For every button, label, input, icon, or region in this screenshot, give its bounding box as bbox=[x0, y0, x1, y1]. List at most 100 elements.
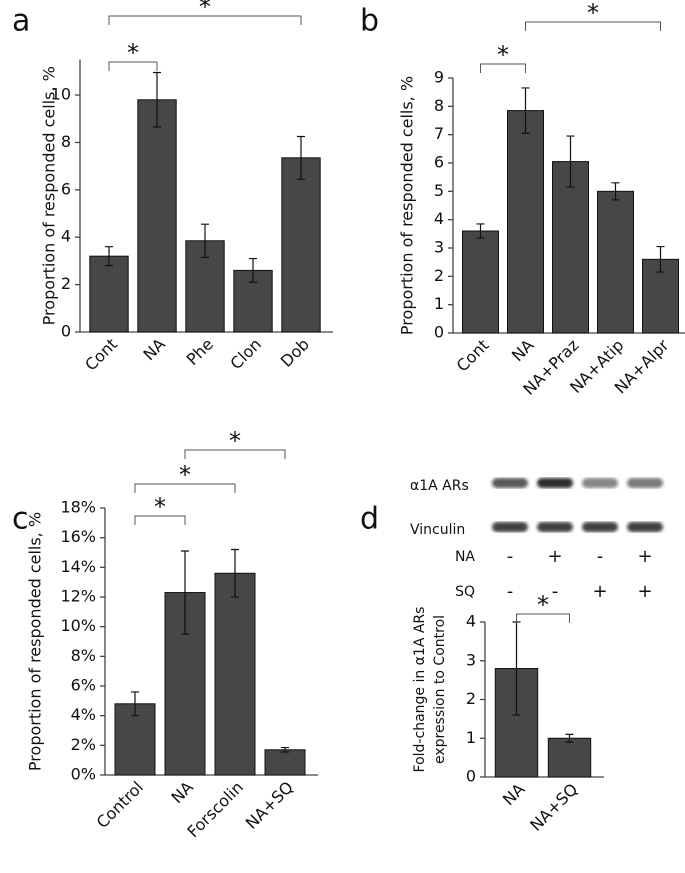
y-tick-label: 1 bbox=[466, 728, 476, 747]
error-bar bbox=[231, 548, 239, 598]
significance-star: * bbox=[497, 41, 509, 69]
y-tick-label: 3 bbox=[434, 238, 444, 257]
x-tick-label: Cont bbox=[81, 335, 121, 375]
y-tick-label: 14% bbox=[60, 557, 96, 576]
bar bbox=[547, 737, 592, 778]
y-tick-label: 2% bbox=[71, 735, 96, 754]
bar bbox=[462, 230, 499, 334]
x-tick-label: NA bbox=[499, 780, 529, 810]
error-bar bbox=[476, 223, 485, 239]
y-tick-label: 4 bbox=[434, 209, 444, 228]
significance-star: * bbox=[179, 461, 191, 489]
bar bbox=[89, 255, 129, 333]
y-tick-label: 2 bbox=[466, 689, 476, 708]
y-tick-label: 4 bbox=[466, 612, 476, 631]
blot-band bbox=[537, 522, 573, 532]
y-tick-label: 2 bbox=[434, 266, 444, 285]
error-bar bbox=[656, 245, 665, 273]
y-tick-label: 0 bbox=[434, 323, 444, 342]
error-bar bbox=[249, 257, 257, 283]
y-tick-label: 10 bbox=[51, 85, 71, 104]
y-axis-label: expression to Control bbox=[432, 615, 448, 764]
panel-label: a bbox=[12, 4, 30, 39]
x-tick-label: NA bbox=[508, 336, 538, 366]
x-tick-label: Clon bbox=[226, 335, 265, 374]
significance-star: * bbox=[154, 493, 166, 521]
y-tick-label: 0 bbox=[466, 767, 476, 786]
error-bar bbox=[566, 135, 575, 188]
treatment-sign: - bbox=[552, 581, 559, 602]
significance-bracket bbox=[480, 63, 526, 73]
y-tick-label: 6 bbox=[434, 153, 444, 172]
y-tick-label: 8 bbox=[434, 96, 444, 115]
x-tick-label: Dob bbox=[277, 335, 313, 371]
y-tick-label: 12% bbox=[60, 587, 96, 606]
y-tick-label: 0% bbox=[71, 765, 96, 784]
bar bbox=[137, 99, 177, 333]
treatment-sign: - bbox=[507, 546, 514, 567]
treatment-sign: + bbox=[637, 581, 652, 602]
blot-row-label: Vinculin bbox=[410, 522, 465, 538]
treatment-sign: + bbox=[637, 546, 652, 567]
treatment-label: SQ bbox=[455, 584, 475, 600]
error-bar bbox=[131, 691, 139, 717]
bar bbox=[281, 157, 321, 333]
y-tick-label: 10% bbox=[60, 616, 96, 635]
treatment-sign: + bbox=[547, 546, 562, 567]
y-tick-label: 9 bbox=[434, 68, 444, 87]
significance-star: * bbox=[229, 427, 241, 455]
x-tick-label: NA bbox=[139, 335, 169, 365]
y-axis-label: Proportion of responded cells, % bbox=[398, 76, 417, 335]
blot-band bbox=[627, 478, 663, 488]
blot-band bbox=[492, 522, 528, 532]
y-tick-label: 6 bbox=[61, 179, 71, 198]
y-axis-label: Proportion of responded cells, % bbox=[26, 512, 45, 771]
significance-star: * bbox=[537, 591, 549, 619]
error-bar bbox=[521, 87, 530, 134]
x-tick-label: Phe bbox=[183, 335, 217, 369]
y-tick-label: 5 bbox=[434, 181, 444, 200]
x-tick-label: NA+SQ bbox=[526, 780, 581, 835]
significance-bracket bbox=[108, 15, 302, 25]
bar bbox=[214, 572, 256, 776]
x-tick-label: Control bbox=[93, 778, 147, 832]
y-axis-label: Fold-change in α1A ARs bbox=[412, 607, 428, 773]
significance-bracket bbox=[184, 449, 286, 459]
panel-label: d bbox=[360, 502, 379, 537]
error-bar bbox=[153, 71, 161, 128]
y-tick-label: 3 bbox=[466, 650, 476, 669]
treatment-sign: - bbox=[597, 546, 604, 567]
blot-band bbox=[582, 522, 618, 532]
y-tick-label: 8% bbox=[71, 646, 96, 665]
bar bbox=[552, 161, 589, 334]
blot-band bbox=[627, 522, 663, 532]
y-tick-label: 6% bbox=[71, 676, 96, 695]
error-bar bbox=[281, 746, 289, 753]
error-bar bbox=[105, 246, 113, 267]
bar bbox=[264, 749, 306, 776]
y-tick-label: 0 bbox=[61, 322, 71, 341]
blot-band bbox=[537, 478, 573, 488]
panel-label: c bbox=[12, 502, 29, 537]
blot-band bbox=[582, 478, 618, 488]
error-bar bbox=[201, 223, 209, 258]
y-tick-label: 8 bbox=[61, 132, 71, 151]
error-bar bbox=[181, 550, 189, 635]
x-tick-label: NA+SQ bbox=[242, 778, 297, 833]
blot-band bbox=[492, 478, 528, 488]
panel-label: b bbox=[360, 4, 379, 39]
bar bbox=[597, 190, 634, 334]
y-tick-label: 16% bbox=[60, 527, 96, 546]
x-tick-label: Cont bbox=[453, 336, 493, 376]
significance-star: * bbox=[127, 39, 139, 67]
y-tick-label: 2 bbox=[61, 274, 71, 293]
x-tick-label: NA bbox=[167, 778, 197, 808]
bar bbox=[507, 110, 544, 334]
significance-bracket bbox=[108, 61, 158, 71]
treatment-sign: - bbox=[507, 581, 514, 602]
y-tick-label: 4 bbox=[61, 227, 71, 246]
y-tick-label: 4% bbox=[71, 705, 96, 724]
error-bar bbox=[565, 733, 574, 743]
significance-bracket bbox=[134, 483, 236, 493]
